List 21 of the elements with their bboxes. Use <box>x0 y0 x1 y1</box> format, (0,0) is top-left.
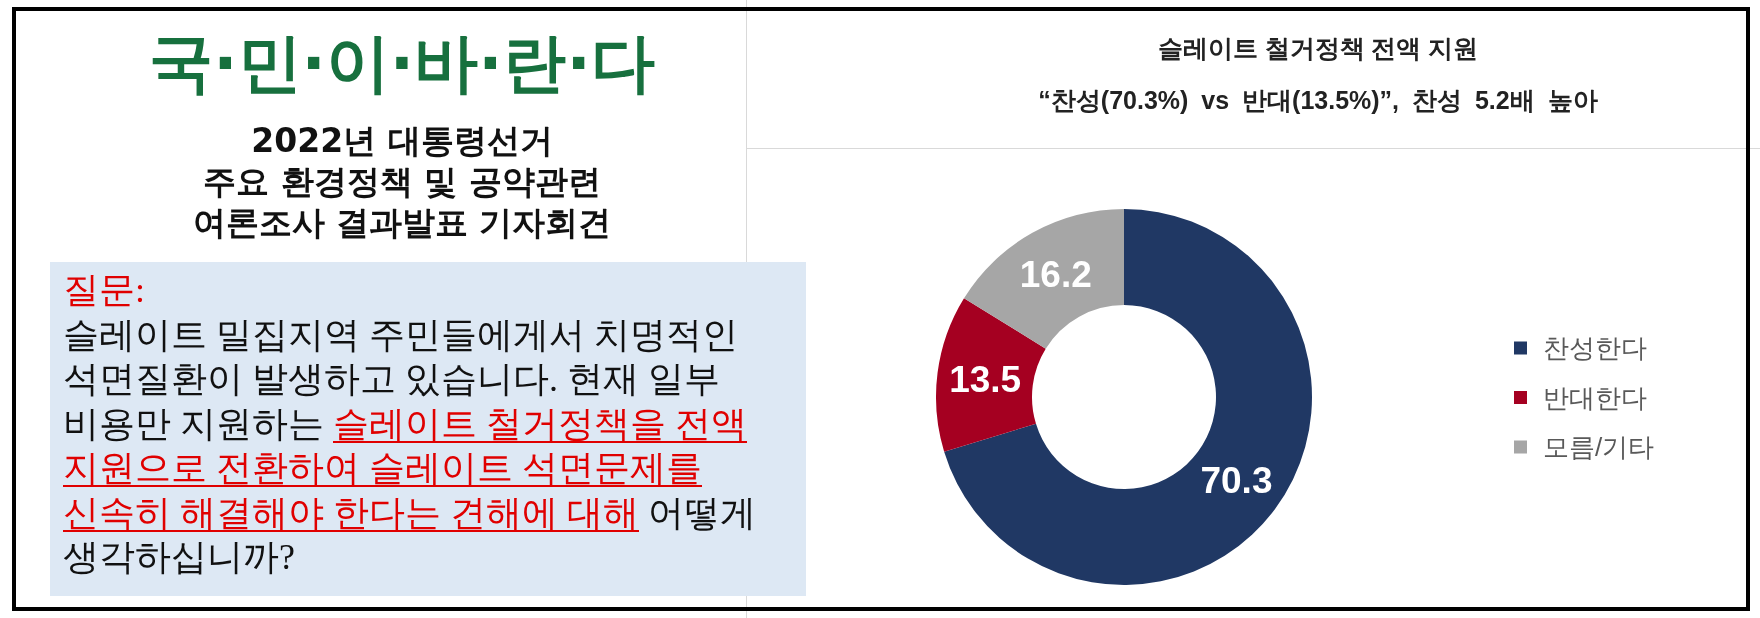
text: 지원으로 전환하여 슬레이트 석면문제를 <box>63 447 702 490</box>
text: 생각하십니까? <box>63 536 295 579</box>
text: 2022년 대통령선거 주요 환경정책 및 공약관련 여론조사 결과발표 기자회견 <box>191 120 613 243</box>
data-label: 13.5 <box>949 358 1022 400</box>
text: 국·민·이·바·란·다 <box>148 26 656 100</box>
legend-label: 찬성한다 <box>1543 333 1647 363</box>
chart-subtitle: “찬성(70.3%) vs 반대(13.5%)”, 찬성 5.2배 높아 <box>1037 85 1599 116</box>
chart-title: 슬레이트 철거정책 전액 지원 <box>1156 33 1480 64</box>
legend-label: 반대한다 <box>1543 382 1647 413</box>
text: 어떻게 <box>648 491 756 535</box>
text: 질문: <box>63 269 146 312</box>
text: 신속히 해결해야 한다는 견해에 대해 <box>63 491 639 535</box>
text: 비용만 지원하는 <box>63 402 324 446</box>
legend-label: 모름/기타 <box>1543 432 1655 462</box>
donut-slice <box>944 209 1312 585</box>
donut-slice <box>936 298 1046 452</box>
data-label: 70.3 <box>1200 459 1273 501</box>
donut-slice <box>964 209 1124 349</box>
text: 슬레이트 철거정책을 전액 <box>333 402 747 446</box>
text: 슬레이트 밀집지역 주민들에게서 치명적인 석면질환이 발생하고 있습니다. 현재 일부 <box>63 313 738 401</box>
data-label: 16.2 <box>1019 254 1092 296</box>
